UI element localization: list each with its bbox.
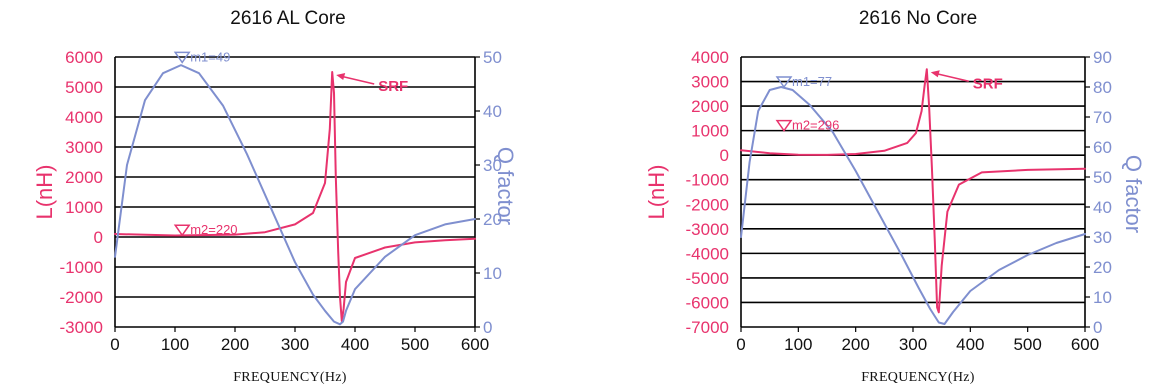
- x-tick-label: 600: [1071, 335, 1099, 354]
- y-right-tick-label: 80: [1093, 78, 1112, 97]
- srf-arrow: [934, 72, 969, 83]
- y-axis-left-label: L(nH): [32, 164, 57, 219]
- x-tick-label: 600: [461, 335, 489, 354]
- chart-no-core: 2616 No Core FREQUENCY(Hz) L(nH) Q facto…: [644, 8, 1146, 385]
- q-factor-series-line: [740, 86, 1086, 325]
- inductance-series-line: [114, 71, 476, 322]
- x-tick-label: 200: [221, 335, 249, 354]
- y-left-tick-label: 3000: [65, 138, 103, 157]
- y-axis-right-label: Q factor: [493, 147, 518, 225]
- marker-m2-label: m2=296: [792, 118, 839, 133]
- annotations: m1=77 m2=296 SRF: [775, 70, 1003, 133]
- inductance-series-line: [740, 68, 1086, 314]
- x-tick-label: 100: [161, 335, 189, 354]
- y-right-tick-label: 0: [483, 318, 492, 337]
- x-tick-label: 300: [281, 335, 309, 354]
- y-left-tick-label: 0: [720, 146, 729, 165]
- x-tick-label: 400: [341, 335, 369, 354]
- srf-label: SRF: [378, 78, 408, 95]
- y-left-tick-label: -3000: [60, 318, 103, 337]
- marker-m1-triangle: [173, 51, 191, 64]
- y-right-tick-label: 0: [1093, 318, 1102, 337]
- y-left-tick-label: -7000: [686, 318, 729, 337]
- y-left-tick-label: 2000: [691, 97, 729, 116]
- y-right-tick-label: 50: [483, 48, 502, 67]
- y-left-tick-label: -2000: [60, 288, 103, 307]
- srf-arrowhead: [930, 70, 940, 78]
- y-right-tick-label: 50: [1093, 168, 1112, 187]
- y-left-tick-label: -2000: [686, 195, 729, 214]
- y-right-tick-label: 30: [483, 156, 502, 175]
- marker-m2-triangle: [173, 224, 191, 237]
- grid: [114, 56, 476, 328]
- x-tick-label: 400: [956, 335, 984, 354]
- q-factor-series-line: [114, 64, 476, 326]
- marker-m1-label: m1=49: [190, 49, 230, 64]
- annotations: m1=49 m2=220 SRF: [173, 49, 408, 237]
- y-right-tick-label: 40: [483, 102, 502, 121]
- y-right-tick-label: 40: [1093, 198, 1112, 217]
- srf-arrowhead: [336, 73, 346, 80]
- x-axis-label: FREQUENCY(Hz): [861, 370, 975, 385]
- srf-arrow: [340, 75, 375, 85]
- series: [114, 64, 476, 326]
- grid: [740, 56, 1086, 328]
- y-right-tick-label: 60: [1093, 138, 1112, 157]
- y-left-tick-label: -5000: [686, 269, 729, 288]
- y-right-tick-label: 30: [1093, 228, 1112, 247]
- x-tick-label: 300: [899, 335, 927, 354]
- y-left-tick-label: 2000: [65, 168, 103, 187]
- y-left-tick-label: -1000: [60, 258, 103, 277]
- y-left-tick-label: 3000: [691, 73, 729, 92]
- y-left-tick-label: 4000: [65, 108, 103, 127]
- x-tick-label: 0: [736, 335, 745, 354]
- x-tick-label: 500: [401, 335, 429, 354]
- chart-title: 2616 No Core: [859, 8, 977, 29]
- chart-title: 2616 AL Core: [230, 8, 346, 29]
- y-left-tick-label: -6000: [686, 293, 729, 312]
- y-left-tick-label: 0: [94, 228, 103, 247]
- chart-al-core: 2616 AL Core FREQUENCY(Hz) L(nH) Q facto…: [32, 8, 518, 385]
- ticks: 40003000200010000-1000-2000-3000-4000-50…: [686, 48, 1112, 354]
- y-left-tick-label: -4000: [686, 244, 729, 263]
- series: [740, 68, 1086, 325]
- y-right-tick-label: 20: [1093, 258, 1112, 277]
- y-right-tick-label: 10: [483, 264, 502, 283]
- y-right-tick-label: 10: [1093, 288, 1112, 307]
- y-left-tick-label: 4000: [691, 48, 729, 67]
- y-right-tick-label: 90: [1093, 48, 1112, 67]
- x-tick-label: 200: [841, 335, 869, 354]
- y-left-tick-label: 6000: [65, 48, 103, 67]
- y-left-tick-label: 1000: [691, 122, 729, 141]
- x-axis-label: FREQUENCY(Hz): [233, 370, 347, 385]
- y-right-tick-label: 20: [483, 210, 502, 229]
- y-left-tick-label: -3000: [686, 220, 729, 239]
- y-axis-left-label: L(nH): [644, 164, 669, 219]
- marker-m2-label: m2=220: [190, 222, 237, 237]
- marker-m2-triangle: [775, 119, 793, 132]
- y-left-tick-label: 1000: [65, 198, 103, 217]
- marker-m1-triangle: [775, 76, 793, 89]
- y-left-tick-label: -1000: [686, 171, 729, 190]
- y-left-tick-label: 5000: [65, 78, 103, 97]
- marker-m1-label: m1=77: [792, 74, 832, 89]
- x-tick-label: 500: [1013, 335, 1041, 354]
- x-tick-label: 100: [784, 335, 812, 354]
- y-axis-right-label: Q factor: [1121, 155, 1146, 233]
- srf-label: SRF: [973, 75, 1003, 92]
- ticks: 6000500040003000200010000-1000-2000-3000…: [60, 48, 502, 354]
- x-tick-label: 0: [110, 335, 119, 354]
- y-right-tick-label: 70: [1093, 108, 1112, 127]
